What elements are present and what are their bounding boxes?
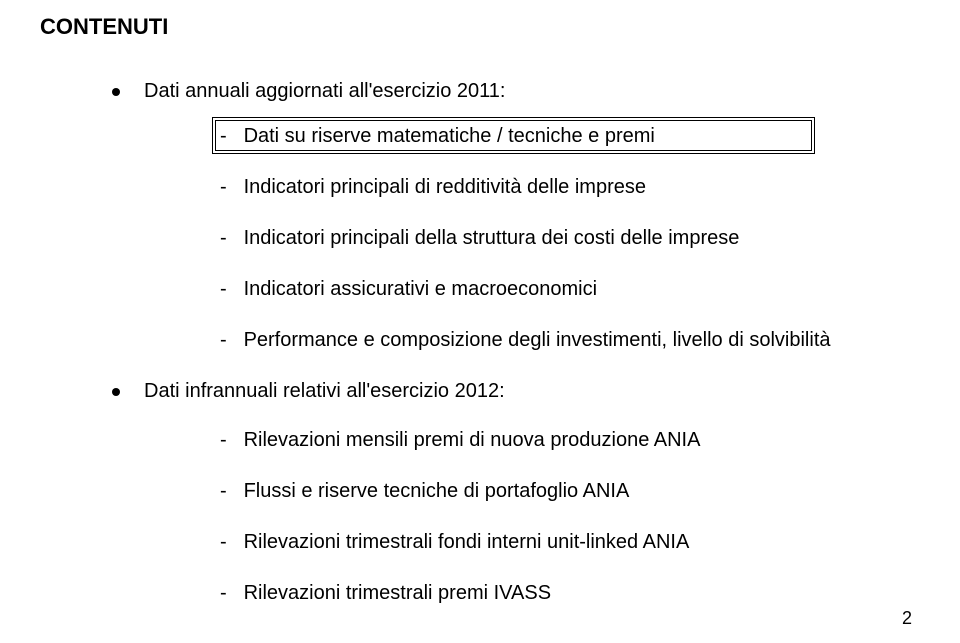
list-item: - Rilevazioni trimestrali fondi interni … <box>220 531 920 554</box>
list-item: - Rilevazioni trimestrali premi IVASS <box>220 582 920 605</box>
list-item: - Rilevazioni mensili premi di nuova pro… <box>220 429 920 452</box>
dash-icon: - <box>220 278 238 301</box>
section-1-heading-row: Dati annuali aggiornati all'esercizio 20… <box>112 80 920 103</box>
list-item-text: Flussi e riserve tecniche di portafoglio… <box>244 480 630 502</box>
list-item: - Indicatori principali della struttura … <box>220 227 920 250</box>
list-item-text: Indicatori principali di redditività del… <box>244 176 646 198</box>
double-border-inner <box>215 120 812 151</box>
list-item: - Flussi e riserve tecniche di portafogl… <box>220 480 920 503</box>
dash-icon: - <box>220 227 238 250</box>
dash-icon: - <box>220 429 238 452</box>
list-item: - Indicatori principali di redditività d… <box>220 176 920 199</box>
section-2-heading: Dati infrannuali relativi all'esercizio … <box>144 380 505 403</box>
list-item-text: Rilevazioni trimestrali fondi interni un… <box>244 531 690 553</box>
list-item-text: Indicatori principali della struttura de… <box>244 227 740 249</box>
boxed-item-wrap: - Dati su riserve matematiche / tecniche… <box>220 125 655 148</box>
list-item: - Dati su riserve matematiche / tecniche… <box>220 125 920 148</box>
dash-icon: - <box>220 582 238 605</box>
page-number: 2 <box>902 608 912 629</box>
section-2-list: - Rilevazioni mensili premi di nuova pro… <box>220 429 920 605</box>
section-1: Dati annuali aggiornati all'esercizio 20… <box>112 80 920 103</box>
list-item-text: Indicatori assicurativi e macroeconomici <box>244 278 597 300</box>
list-item: - Performance e composizione degli inves… <box>220 329 920 352</box>
section-2: Dati infrannuali relativi all'esercizio … <box>112 380 920 403</box>
document-page: CONTENUTI Dati annuali aggiornati all'es… <box>0 0 960 643</box>
bullet-dot-icon <box>112 388 120 396</box>
bullet-dot-icon <box>112 88 120 96</box>
list-item-text: Rilevazioni trimestrali premi IVASS <box>244 582 552 604</box>
section-1-list: - Dati su riserve matematiche / tecniche… <box>220 125 920 352</box>
list-item-text: Rilevazioni mensili premi di nuova produ… <box>244 429 701 451</box>
section-1-heading: Dati annuali aggiornati all'esercizio 20… <box>144 80 505 103</box>
dash-icon: - <box>220 176 238 199</box>
dash-icon: - <box>220 329 238 352</box>
page-title: CONTENUTI <box>40 14 920 40</box>
list-item: - Indicatori assicurativi e macroeconomi… <box>220 278 920 301</box>
dash-icon: - <box>220 531 238 554</box>
dash-icon: - <box>220 480 238 503</box>
section-2-heading-row: Dati infrannuali relativi all'esercizio … <box>112 380 920 403</box>
list-item-text: Performance e composizione degli investi… <box>244 329 831 351</box>
